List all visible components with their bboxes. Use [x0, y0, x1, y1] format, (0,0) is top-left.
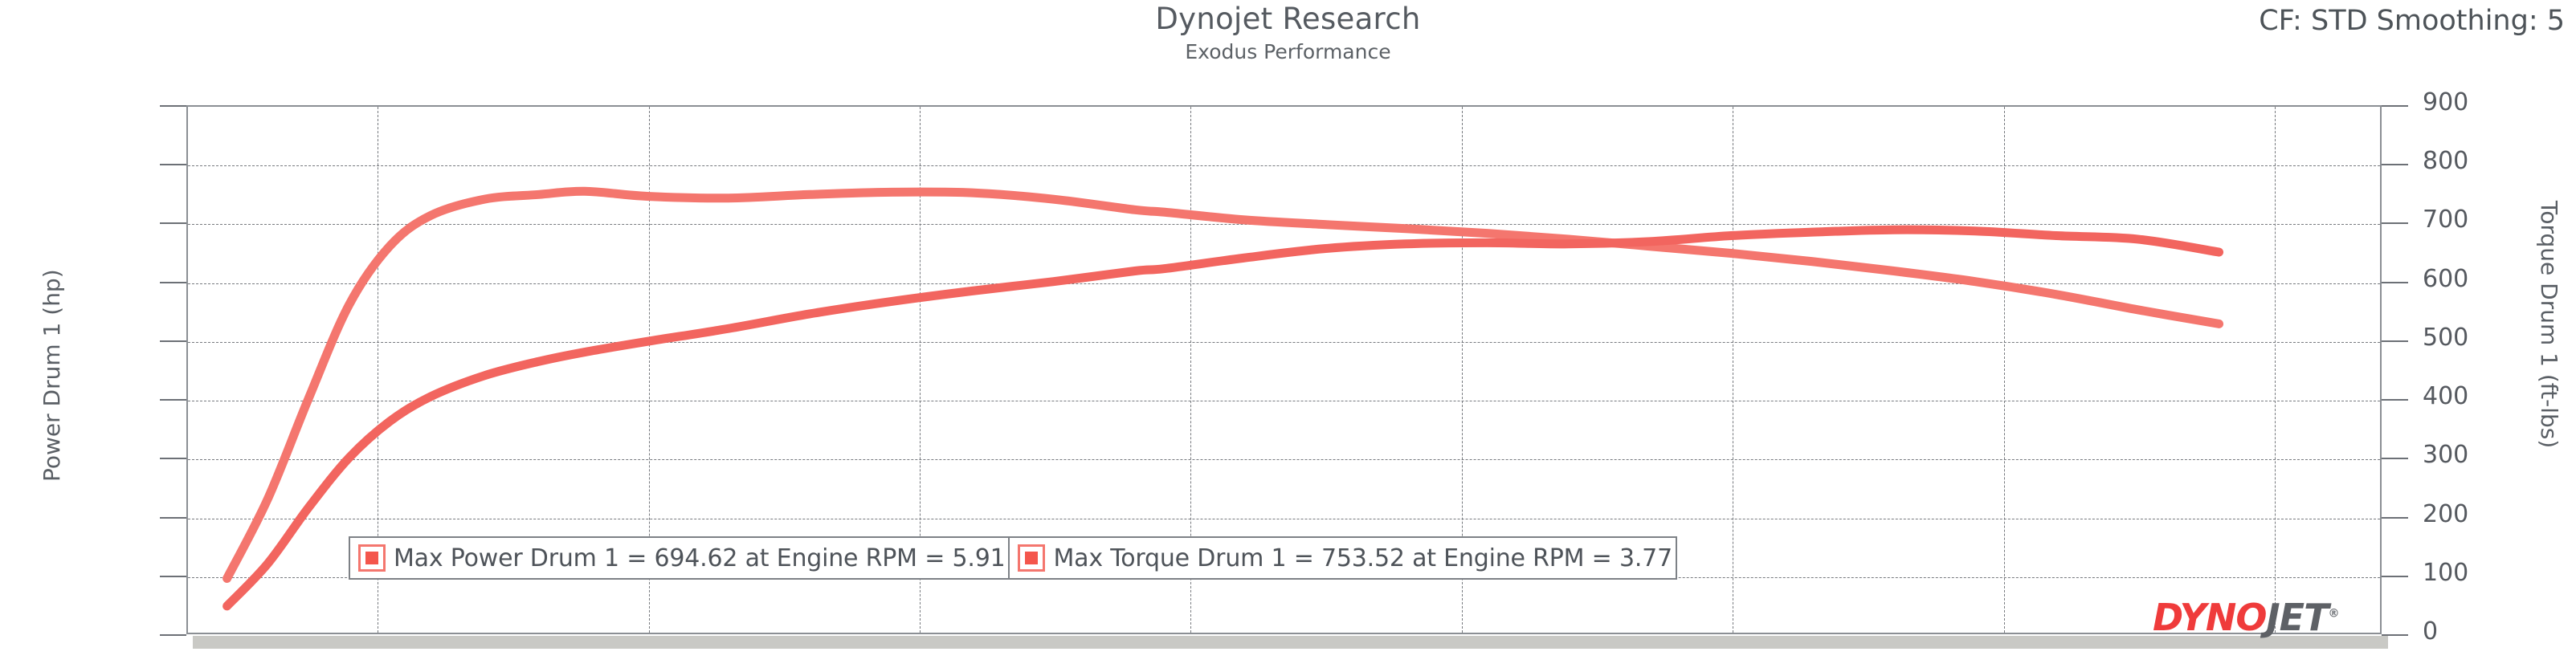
- right-tick-mark: [2382, 458, 2408, 460]
- left-tick-mark: [160, 634, 186, 636]
- page-title: Dynojet Research: [1155, 2, 1421, 36]
- gridline-vertical: [2275, 107, 2276, 633]
- left-tick-mark: [160, 516, 186, 519]
- plot-shadow: [193, 636, 2388, 649]
- right-tick-label: 0: [2423, 617, 2439, 646]
- left-tick-mark: [160, 399, 186, 401]
- right-tick-label: 100: [2423, 558, 2469, 587]
- gridline-horizontal: [188, 283, 2380, 284]
- left-tick-mark: [160, 281, 186, 283]
- logo-jet-text: JET: [2266, 596, 2329, 639]
- gridline-horizontal: [188, 341, 2380, 343]
- legend-label-max-torque: Max Torque Drum 1 = 753.52 at Engine RPM…: [1053, 544, 1672, 572]
- right-tick-label: 700: [2423, 206, 2469, 234]
- gridline-horizontal: [188, 459, 2380, 461]
- left-axis-title: Power Drum 1 (hp): [39, 269, 65, 482]
- gridline-horizontal: [188, 224, 2380, 226]
- left-tick-mark: [160, 105, 186, 107]
- power-swatch-icon: [358, 544, 386, 572]
- right-tick-mark: [2382, 516, 2408, 519]
- right-tick-mark: [2382, 634, 2408, 636]
- legend: Max Power Drum 1 = 694.62 at Engine RPM …: [349, 536, 1677, 580]
- left-tick-mark: [160, 340, 186, 342]
- right-tick-mark: [2382, 399, 2408, 401]
- gridline-horizontal: [188, 165, 2380, 167]
- right-tick-mark: [2382, 575, 2408, 577]
- right-tick-mark: [2382, 164, 2408, 166]
- logo-dyno-text: DYNO: [2153, 596, 2268, 639]
- legend-label-max-power: Max Power Drum 1 = 694.62 at Engine RPM …: [394, 544, 1006, 572]
- dynojet-logo: DYNOJET®: [2153, 596, 2339, 639]
- gridline-vertical: [2003, 107, 2005, 633]
- right-tick-mark: [2382, 222, 2408, 225]
- legend-item-max-torque[interactable]: Max Torque Drum 1 = 753.52 at Engine RPM…: [1010, 538, 1675, 578]
- left-tick-mark: [160, 222, 186, 225]
- left-tick-mark: [160, 164, 186, 166]
- torque-swatch-icon: [1018, 544, 1046, 572]
- right-tick-label: 600: [2423, 264, 2469, 293]
- right-tick-mark: [2382, 340, 2408, 342]
- right-tick-mark: [2382, 105, 2408, 107]
- right-tick-label: 200: [2423, 499, 2469, 528]
- correction-smoothing-label: CF: STD Smoothing: 5: [2259, 5, 2565, 37]
- legend-divider: [1008, 538, 1010, 578]
- right-axis-title: Torque Drum 1 (ft-lbs): [2536, 201, 2562, 449]
- right-tick-label: 500: [2423, 323, 2469, 352]
- left-tick-mark: [160, 575, 186, 577]
- legend-item-max-power[interactable]: Max Power Drum 1 = 694.62 at Engine RPM …: [350, 538, 1008, 578]
- right-tick-label: 400: [2423, 382, 2469, 411]
- right-tick-label: 900: [2423, 88, 2469, 116]
- right-tick-label: 800: [2423, 147, 2469, 176]
- page-subtitle: Exodus Performance: [1185, 40, 1391, 63]
- logo-registered-mark: ®: [2328, 607, 2339, 621]
- right-tick-mark: [2382, 281, 2408, 283]
- left-tick-mark: [160, 458, 186, 460]
- right-tick-label: 300: [2423, 441, 2469, 470]
